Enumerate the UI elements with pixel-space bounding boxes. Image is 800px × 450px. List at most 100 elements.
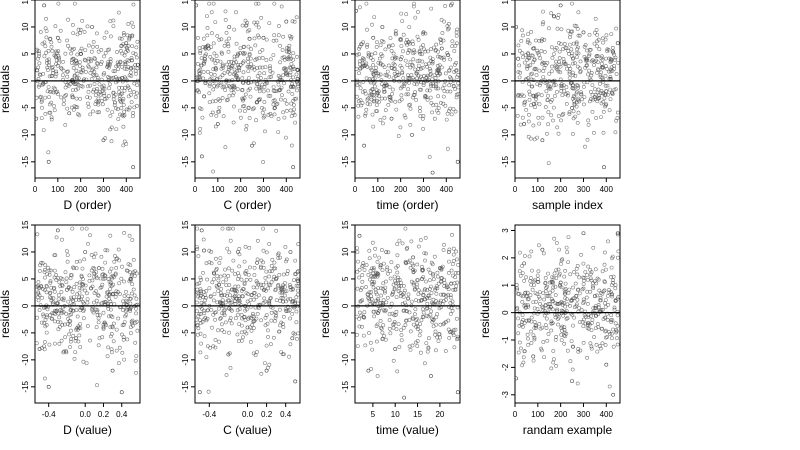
residual-point [246,272,251,277]
residual-point [594,281,599,286]
residual-point [135,83,140,88]
residual-point [599,61,604,66]
residual-point [62,349,67,354]
residual-point [268,111,273,116]
residual-point [539,348,544,353]
residual-point [98,285,103,290]
residual-point [357,316,362,321]
residual-point [294,320,299,325]
residual-point [201,270,205,275]
residual-point [225,62,230,67]
residual-point [603,104,608,109]
residual-point [557,60,562,64]
x-tick-label: 0.2 [98,410,110,419]
residual-point [207,286,212,291]
residual-point [454,61,459,65]
residual-point [281,325,286,329]
residual-point [576,110,581,115]
residual-point [233,272,237,277]
residual-point [403,260,408,265]
residual-point [198,293,203,298]
residual-point [433,84,438,89]
residual-point [391,67,396,71]
residual-point [56,1,61,6]
residual-point [526,318,531,323]
residual-point [407,41,412,46]
residual-point [434,299,439,303]
residual-point [244,23,249,28]
residual-point [554,276,559,281]
residual-point [228,366,233,370]
residual-point [441,292,445,297]
residual-point [54,49,58,54]
residual-point [220,328,224,332]
residual-point [424,341,429,346]
residual-point [212,51,217,56]
residual-point [591,245,596,250]
residual-point [582,102,586,107]
residual-point [116,67,121,72]
y-tick-label: 10 [501,22,510,31]
residual-point [388,36,393,41]
residual-point [437,55,442,59]
residual-point [395,242,400,247]
residual-point [283,98,288,103]
residual-point [58,65,63,70]
residual-point [445,24,450,28]
residual-point [453,327,458,332]
residual-point [231,258,236,263]
residual-point [74,96,79,101]
residual-point [198,67,203,72]
residual-point [394,309,399,314]
residual-point [355,344,360,349]
residual-point [135,103,139,108]
residual-point [128,296,133,301]
residual-point [133,358,138,363]
residual-point [232,85,237,90]
residual-point [406,87,411,92]
residual-point [596,97,601,101]
residual-point [276,251,281,256]
residual-point [571,296,575,301]
residual-point [563,296,568,301]
residual-point [532,283,536,288]
residual-point [226,59,231,64]
residual-point [573,61,577,66]
y-axis-label: residuals [318,65,332,113]
residual-point [543,280,548,285]
residual-point [370,22,374,27]
residual-point [199,277,204,282]
residual-point [588,272,593,277]
residual-point [516,43,521,48]
residual-point [268,64,272,69]
residual-point [36,84,41,89]
residual-point [595,293,599,298]
residual-point [120,113,125,118]
residual-point [380,268,385,273]
residual-point [288,316,293,321]
residual-point [295,277,300,282]
residual-point [541,308,546,313]
residual-point [536,269,541,274]
residual-point [382,83,387,88]
residual-point [70,93,75,98]
residual-point [517,269,522,274]
residual-point [285,269,290,273]
residual-point [217,339,221,344]
residual-point [129,319,134,324]
residual-point [269,263,274,268]
residual-point [96,293,101,298]
residual-point [423,62,428,67]
residual-point [516,316,521,321]
residual-point [562,327,567,332]
x-axis-label: time (value) [376,423,439,437]
residual-point [126,262,131,267]
residual-point [85,291,89,296]
residual-point [246,106,251,111]
residual-point [439,279,444,284]
residual-point [291,165,296,170]
residual-point [571,285,576,290]
residual-point [59,309,64,314]
residual-point [269,269,274,274]
